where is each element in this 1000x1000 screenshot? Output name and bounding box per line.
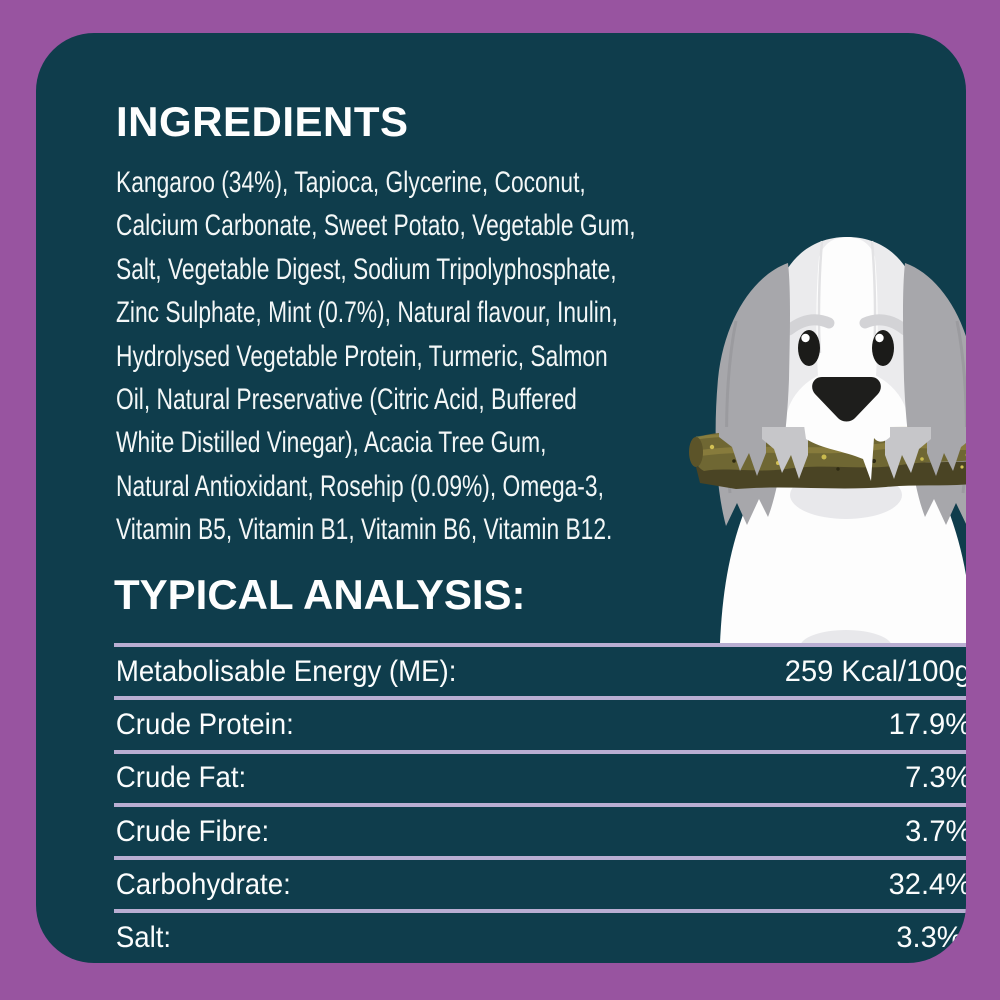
analysis-row-label: Carbohydrate: (115, 867, 291, 901)
dog-beard (719, 425, 966, 481)
dog-eyes (798, 330, 894, 366)
ingredients-line: Vitamin B5, Vitamin B1, Vitamin B6, Vita… (116, 513, 613, 547)
analysis-row-label: Metabolisable Energy (ME): (115, 654, 457, 688)
analysis-row: Crude Fibre: 3.7% (114, 802, 966, 856)
label-card: INGREDIENTS Kangaroo (34%), Tapioca, Gly… (36, 33, 966, 963)
analysis-row-value: 3.3%. (896, 921, 966, 955)
analysis-table: Metabolisable Energy (ME): 259 Kcal/100g… (114, 643, 966, 963)
ingredients-heading: INGREDIENTS (116, 98, 409, 145)
analysis-row-value: 7.3% (904, 761, 966, 795)
ingredients-line: White Distilled Vinegar), Acacia Tree Gu… (116, 426, 547, 460)
analysis-row: Salt: 3.3%. (114, 909, 966, 962)
analysis-row-label: Crude Protein: (115, 707, 294, 741)
dog-eyebrow (859, 314, 911, 336)
ingredients-line: Natural Antioxidant, Rosehip (0.09%), Om… (116, 469, 604, 503)
analysis-row: Crude Protein: 17.9% (114, 696, 966, 749)
analysis-row-value: 259 Kcal/100g (784, 654, 966, 688)
ingredients-line: Oil, Natural Preservative (Citric Acid, … (116, 383, 577, 417)
analysis-row: Metabolisable Energy (ME): 259 Kcal/100g (114, 643, 966, 696)
ingredients-text: Kangaroo (34%), Tapioca, Glycerine, Coco… (116, 161, 800, 552)
dog-body (720, 483, 966, 643)
dog-nose (812, 377, 881, 422)
analysis-row-label: Salt: (115, 921, 172, 955)
ingredients-line: Kangaroo (34%), Tapioca, Glycerine, Coco… (116, 166, 586, 199)
analysis-row-label: Crude Fibre: (115, 814, 270, 848)
analysis-row: Crude Fat: 7.3% (114, 749, 966, 803)
ingredients-line: Hydrolysed Vegetable Protein, Turmeric, … (116, 339, 608, 373)
ingredients-line: Calcium Carbonate, Sweet Potato, Vegetab… (116, 209, 636, 243)
analysis-row-label: Crude Fat: (115, 761, 247, 795)
analysis-row: Carbohydrate: 32.4% (114, 856, 966, 909)
ingredients-line: Zinc Sulphate, Mint (0.7%), Natural flav… (116, 296, 618, 330)
dog-eyebrow (783, 314, 835, 336)
ingredients-line: Salt, Vegetable Digest, Sodium Tripolyph… (116, 252, 617, 286)
analysis-row-value: 17.9% (888, 707, 966, 741)
analysis-row-value: 3.7% (904, 814, 966, 848)
analysis-row-value: 32.4% (888, 867, 966, 901)
typical-analysis-heading: TYPICAL ANALYSIS: (114, 571, 526, 618)
dog-illustration (689, 237, 966, 643)
hair-part-line (817, 240, 824, 354)
